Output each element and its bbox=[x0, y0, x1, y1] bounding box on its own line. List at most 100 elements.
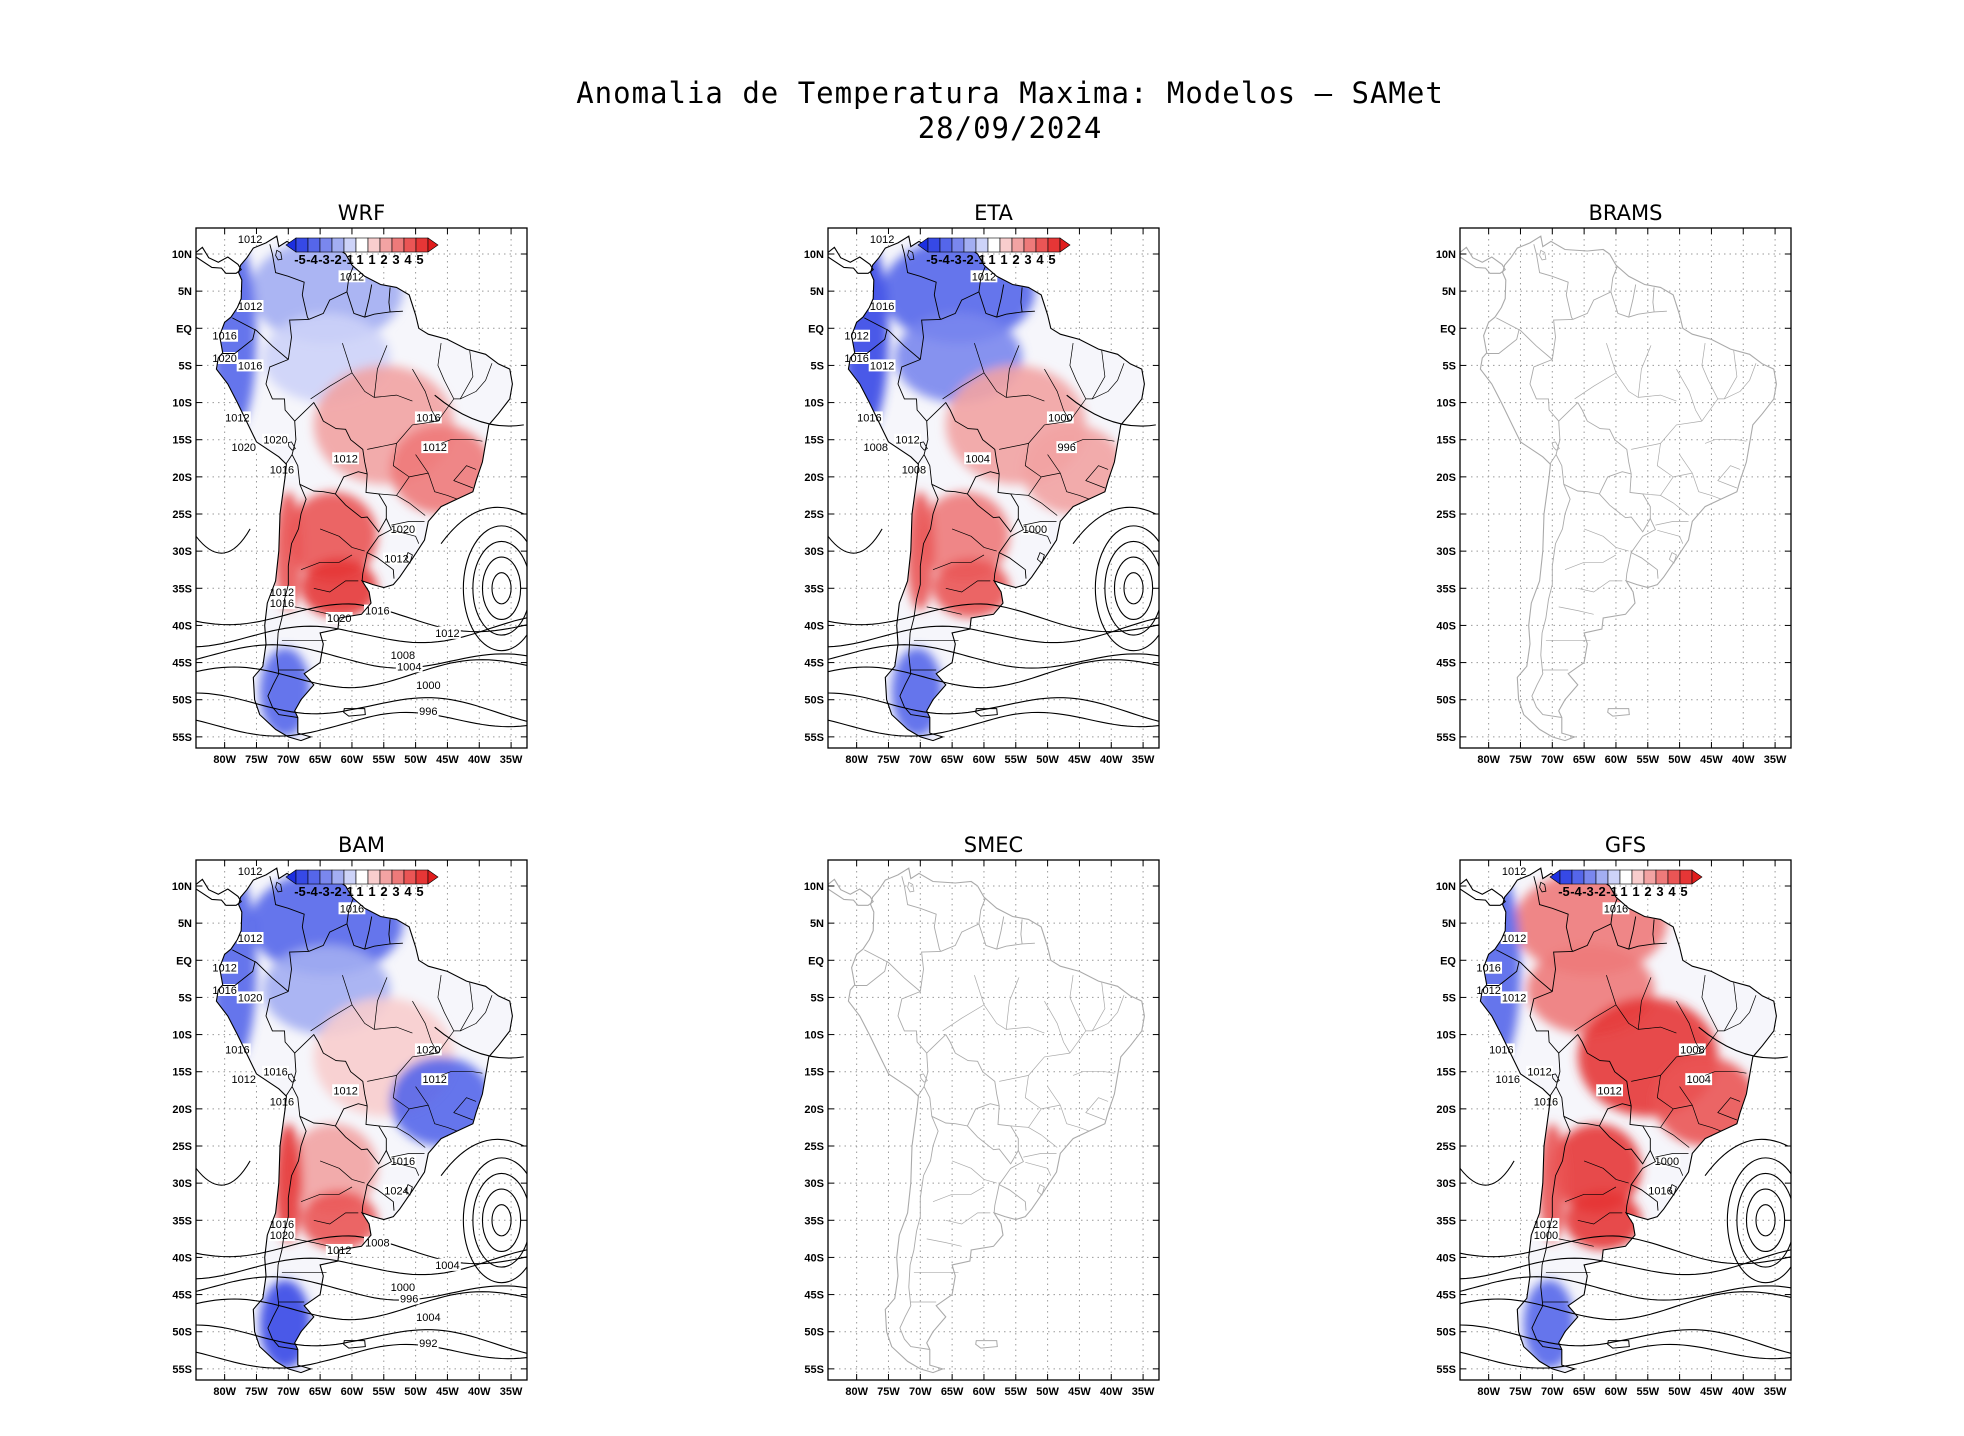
isobar-label: 1016 bbox=[268, 1095, 296, 1108]
x-tick-label: 35W bbox=[1764, 754, 1787, 766]
y-tick-label: 45S bbox=[172, 1290, 192, 1302]
y-tick-label: 30S bbox=[1436, 1178, 1456, 1190]
y-tick-label: 20S bbox=[172, 1104, 192, 1116]
colorbar-label: -3 bbox=[318, 252, 330, 267]
y-tick-label: 35S bbox=[1436, 1215, 1456, 1227]
y-tick-label: EQ bbox=[1440, 323, 1456, 335]
colorbar-swatch bbox=[415, 237, 429, 253]
y-tick-label: 50S bbox=[172, 1327, 192, 1339]
svg-text:1016: 1016 bbox=[263, 1067, 287, 1079]
x-tick-label: 40W bbox=[1100, 1386, 1123, 1398]
axes: 80W 75W 70W 65W 60W 55W 50W 45W 40W 35W 10N 5N EQ 5S 1… bbox=[172, 860, 527, 1398]
svg-text:1016: 1016 bbox=[870, 301, 894, 313]
x-tick-label: 35W bbox=[1764, 1386, 1787, 1398]
x-tick-label: 55W bbox=[372, 1386, 395, 1398]
svg-text:1020: 1020 bbox=[238, 992, 262, 1004]
y-tick-label: 45S bbox=[804, 1290, 824, 1302]
x-tick-label: 75W bbox=[245, 1386, 268, 1398]
isobar-label: 1008 bbox=[389, 649, 417, 662]
x-tick-label: 80W bbox=[845, 1386, 868, 1398]
colorbar-label: 3 bbox=[1656, 884, 1663, 899]
x-tick-label: 55W bbox=[1004, 1386, 1027, 1398]
y-tick-label: 5S bbox=[1443, 360, 1456, 372]
isobar-label: 1000 bbox=[1021, 522, 1049, 536]
isobar-label: 1012 bbox=[236, 233, 264, 246]
isobar-label: 1004 bbox=[434, 1258, 461, 1272]
y-tick-label: 10N bbox=[804, 249, 824, 261]
x-tick-label: 50W bbox=[1668, 754, 1691, 766]
panel-frame bbox=[1459, 859, 1792, 1381]
colorbar-swatch bbox=[1011, 237, 1025, 253]
svg-text:1020: 1020 bbox=[263, 435, 287, 447]
svg-text:1012: 1012 bbox=[870, 360, 894, 372]
svg-text:1000: 1000 bbox=[1023, 524, 1047, 536]
isobar-label: 1020 bbox=[268, 1229, 296, 1242]
x-tick-label: 55W bbox=[1004, 754, 1027, 766]
svg-text:996: 996 bbox=[400, 1293, 418, 1305]
x-tick-label: 35W bbox=[500, 754, 523, 766]
y-tick-label: 55S bbox=[172, 1364, 192, 1376]
y-tick-label: 10N bbox=[1436, 881, 1456, 893]
map-outline bbox=[828, 867, 1145, 1374]
colorbar-label: -2 bbox=[1594, 884, 1606, 899]
svg-text:1004: 1004 bbox=[397, 661, 421, 673]
colorbar-swatch bbox=[1571, 869, 1585, 885]
y-tick-label: 10N bbox=[172, 249, 192, 261]
colorbar-label: 1 bbox=[356, 884, 363, 899]
panel-frame bbox=[827, 859, 1160, 1381]
svg-text:1016: 1016 bbox=[1604, 903, 1628, 915]
colorbar-swatch bbox=[1023, 237, 1037, 253]
panel-title-brams: BRAMS bbox=[1589, 201, 1663, 225]
isobar-label: 1012 bbox=[868, 233, 896, 246]
svg-text:1012: 1012 bbox=[231, 1074, 255, 1086]
colorbar-label: 2 bbox=[1644, 884, 1651, 899]
y-tick-label: 10N bbox=[1436, 249, 1456, 261]
anomaly-region-southeast bbox=[390, 424, 492, 514]
isobar-label: 1012 bbox=[843, 329, 871, 343]
svg-text:1016: 1016 bbox=[365, 606, 389, 618]
x-tick-label: 55W bbox=[372, 754, 395, 766]
colorbar-swatch bbox=[379, 237, 393, 253]
y-tick-label: EQ bbox=[808, 955, 824, 967]
x-tick-label: 55W bbox=[1636, 754, 1659, 766]
anomaly-region-argentina-central bbox=[1565, 1190, 1642, 1251]
svg-text:1016: 1016 bbox=[270, 1219, 294, 1231]
x-tick-label: 50W bbox=[404, 1386, 427, 1398]
y-tick-label: 40S bbox=[172, 1252, 192, 1264]
y-tick-label: 25S bbox=[172, 509, 192, 521]
x-tick-label: 50W bbox=[1036, 754, 1059, 766]
svg-text:1012: 1012 bbox=[844, 331, 868, 343]
svg-text:1012: 1012 bbox=[1502, 866, 1526, 878]
panel-frame bbox=[195, 227, 528, 749]
colorbar-swatch bbox=[1035, 237, 1049, 253]
anomaly-region-argentina-north bbox=[288, 1123, 378, 1213]
isobar-label: 1016 bbox=[364, 604, 391, 618]
colorbar-label: -1 bbox=[342, 252, 354, 267]
colorbar-label: -5 bbox=[294, 884, 306, 899]
svg-text:1012: 1012 bbox=[1476, 985, 1500, 997]
colorbar-swatch bbox=[343, 869, 357, 885]
isobar-label: 1020 bbox=[389, 522, 417, 536]
svg-text:1020: 1020 bbox=[391, 524, 415, 536]
svg-text:1016: 1016 bbox=[212, 331, 236, 343]
y-tick-label: 35S bbox=[804, 583, 824, 595]
isobar-label: 1012 bbox=[1532, 1218, 1560, 1231]
isobar-label: 1012 bbox=[421, 441, 449, 454]
map-outline bbox=[196, 235, 513, 742]
svg-text:1012: 1012 bbox=[212, 963, 236, 975]
isobar-label: 1012 bbox=[894, 433, 921, 447]
y-tick-label: 10S bbox=[172, 1030, 192, 1042]
grid-lines bbox=[828, 860, 1159, 1380]
y-tick-label: 55S bbox=[1436, 1364, 1456, 1376]
x-tick-label: 70W bbox=[1541, 754, 1564, 766]
colorbar-label: 4 bbox=[1668, 884, 1676, 899]
svg-text:1012: 1012 bbox=[1502, 933, 1526, 945]
colorbar-swatch bbox=[1679, 869, 1693, 885]
x-tick-label: 75W bbox=[877, 754, 900, 766]
map-outline bbox=[1460, 867, 1777, 1374]
colorbar-swatch bbox=[975, 237, 989, 253]
svg-text:1016: 1016 bbox=[1495, 1074, 1519, 1086]
svg-text:1016: 1016 bbox=[238, 360, 262, 372]
isobar-label: 996 bbox=[418, 704, 439, 718]
